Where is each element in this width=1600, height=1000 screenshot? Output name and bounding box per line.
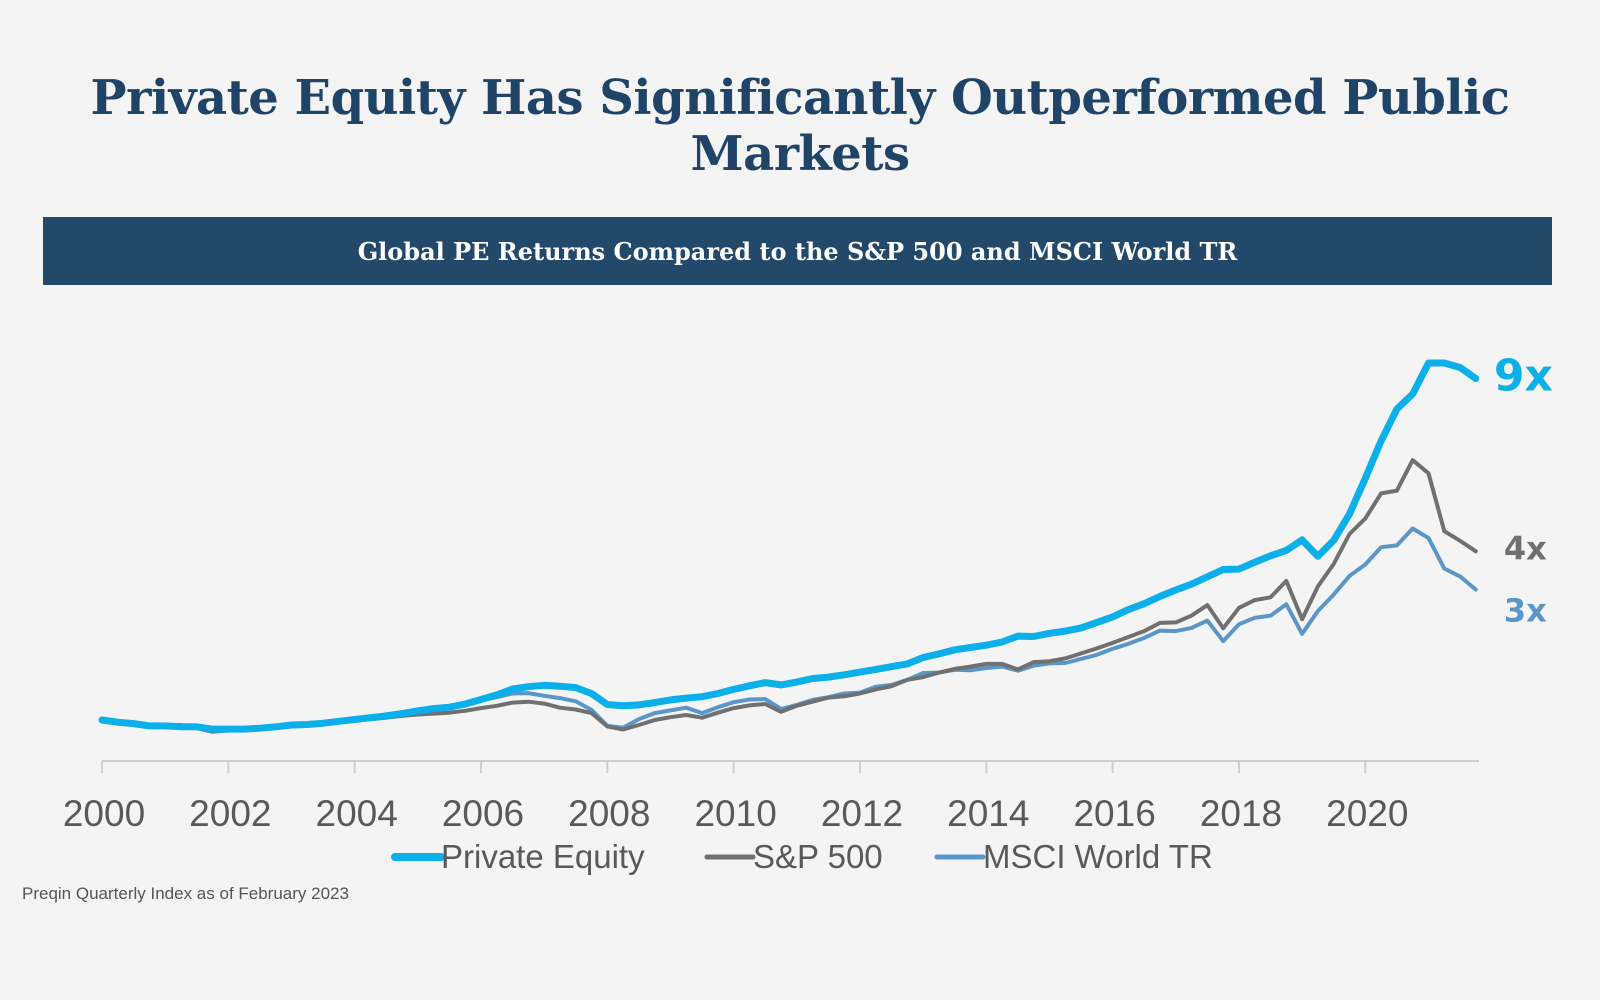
x-tick-label: 2014	[947, 793, 1029, 834]
x-tick-label: 2018	[1200, 793, 1282, 834]
x-tick-label: 2012	[821, 793, 903, 834]
x-tick-label: 2020	[1326, 793, 1408, 834]
x-tick-label: 2008	[568, 793, 650, 834]
end-label-private-equity: 9x	[1494, 350, 1553, 401]
end-label-s-p-500: 4x	[1504, 529, 1547, 567]
x-tick-label: 2016	[1073, 793, 1155, 834]
x-tick-label: 2000	[63, 793, 145, 834]
source-note: Preqin Quarterly Index as of February 20…	[22, 884, 349, 903]
series-lines	[98, 359, 1480, 734]
legend-label-s-p-500: S&P 500	[753, 838, 883, 875]
chart-legend: Private Equity S&P 500 MSCI World TR	[391, 838, 1213, 875]
chart-subtitle-banner: Global PE Returns Compared to the S&P 50…	[43, 217, 1552, 285]
series-line-private-equity	[98, 359, 1480, 733]
series-line-s-p-500	[100, 458, 1478, 734]
chart-subtitle: Global PE Returns Compared to the S&P 50…	[357, 236, 1238, 266]
x-tick-label: 2010	[694, 793, 776, 834]
x-tick-label: 2002	[189, 793, 271, 834]
x-axis: 2000 2002 2004 2006 2008 2010 2012 2014 2016 2018…	[63, 760, 1479, 834]
x-tick-label: 2004	[316, 793, 398, 834]
x-tick-label: 2006	[442, 793, 524, 834]
chart-title: Private Equity Has Significantly Outperf…	[90, 70, 1510, 182]
end-labels: 9x 4x 3x	[1494, 350, 1553, 629]
legend-label-private-equity: Private Equity	[441, 838, 645, 875]
legend-label-msci-world-tr: MSCI World TR	[983, 838, 1213, 875]
end-label-msci-world-tr: 3x	[1504, 592, 1547, 630]
